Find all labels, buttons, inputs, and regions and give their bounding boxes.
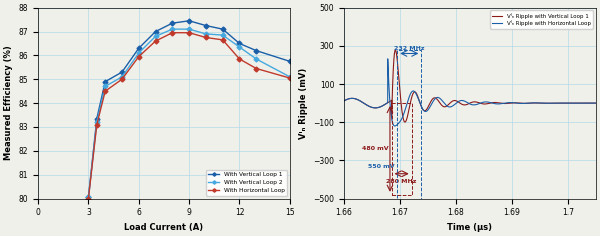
- Legend: Vᴵₙ Ripple with Vertical Loop 1, Vᴵₙ Ripple with Horizontal Loop: Vᴵₙ Ripple with Vertical Loop 1, Vᴵₙ Rip…: [490, 10, 593, 29]
- Vᴵₙ Ripple with Vertical Loop 1: [592, 102, 599, 105]
- Vᴵₙ Ripple with Horizontal Loop: [529, 101, 536, 104]
- With Vertical Loop 2: [101, 85, 109, 88]
- With Horizontal Loop: [118, 78, 125, 81]
- Vᴵₙ Ripple with Horizontal Loop: [386, 100, 394, 103]
- Line: With Vertical Loop 2: With Vertical Loop 2: [86, 27, 292, 199]
- With Vertical Loop 2: [202, 33, 209, 35]
- Vᴵₙ Ripple with Horizontal Loop: [437, 97, 444, 100]
- With Horizontal Loop: [219, 38, 226, 41]
- With Horizontal Loop: [236, 58, 243, 60]
- With Vertical Loop 1: [169, 22, 176, 25]
- With Vertical Loop 1: [101, 80, 109, 83]
- With Vertical Loop 2: [286, 76, 293, 78]
- With Horizontal Loop: [135, 55, 142, 58]
- Vᴵₙ Ripple with Vertical Loop 1: [401, 121, 409, 123]
- With Horizontal Loop: [152, 40, 159, 42]
- Text: 232 MHz: 232 MHz: [394, 46, 425, 51]
- With Vertical Loop 2: [219, 34, 226, 37]
- With Vertical Loop 1: [135, 47, 142, 50]
- With Vertical Loop 1: [286, 60, 293, 63]
- Vᴵₙ Ripple with Vertical Loop 1: [437, 102, 444, 105]
- Vᴵₙ Ripple with Horizontal Loop: [384, 57, 391, 60]
- Vᴵₙ Ripple with Horizontal Loop: [391, 125, 398, 127]
- With Vertical Loop 1: [253, 49, 260, 52]
- With Vertical Loop 2: [93, 121, 100, 124]
- With Vertical Loop 2: [236, 46, 243, 48]
- Vᴵₙ Ripple with Horizontal Loop: [340, 99, 347, 102]
- With Horizontal Loop: [169, 31, 176, 34]
- With Vertical Loop 2: [185, 28, 193, 30]
- Legend: With Vertical Loop 1, With Vertical Loop 2, With Horizontal Loop: With Vertical Loop 1, With Vertical Loop…: [206, 170, 287, 196]
- With Horizontal Loop: [93, 123, 100, 126]
- Vᴵₙ Ripple with Horizontal Loop: [548, 102, 555, 105]
- With Horizontal Loop: [286, 77, 293, 80]
- With Vertical Loop 2: [135, 52, 142, 55]
- With Vertical Loop 1: [185, 19, 193, 22]
- Vᴵₙ Ripple with Vertical Loop 1: [529, 101, 536, 104]
- Line: With Horizontal Loop: With Horizontal Loop: [86, 31, 292, 200]
- With Vertical Loop 1: [85, 196, 92, 199]
- With Horizontal Loop: [85, 197, 92, 200]
- Vᴵₙ Ripple with Horizontal Loop: [505, 101, 512, 104]
- Line: Vᴵₙ Ripple with Horizontal Loop: Vᴵₙ Ripple with Horizontal Loop: [344, 59, 596, 126]
- Vᴵₙ Ripple with Horizontal Loop: [491, 102, 499, 105]
- With Vertical Loop 2: [85, 196, 92, 199]
- With Vertical Loop 1: [118, 71, 125, 73]
- With Horizontal Loop: [185, 31, 193, 34]
- Vᴵₙ Ripple with Vertical Loop 1: [505, 102, 512, 105]
- With Vertical Loop 2: [169, 28, 176, 30]
- With Vertical Loop 1: [93, 117, 100, 120]
- With Vertical Loop 1: [236, 42, 243, 45]
- X-axis label: Load Current (A): Load Current (A): [124, 223, 203, 232]
- Bar: [392, 103, 412, 195]
- Bar: [397, 50, 421, 208]
- Line: Vᴵₙ Ripple with Vertical Loop 1: Vᴵₙ Ripple with Vertical Loop 1: [344, 50, 596, 122]
- Y-axis label: Measured Efficiency (%): Measured Efficiency (%): [4, 46, 13, 160]
- With Vertical Loop 1: [202, 24, 209, 27]
- Vᴵₙ Ripple with Vertical Loop 1: [340, 99, 347, 102]
- X-axis label: Time (μs): Time (μs): [448, 223, 493, 232]
- Text: 480 mV: 480 mV: [362, 146, 389, 152]
- With Horizontal Loop: [202, 36, 209, 39]
- Text: 550 mV: 550 mV: [368, 164, 394, 169]
- Y-axis label: Vᴵₙ Ripple (mV): Vᴵₙ Ripple (mV): [299, 67, 308, 139]
- Vᴵₙ Ripple with Vertical Loop 1: [392, 49, 399, 51]
- With Vertical Loop 1: [219, 28, 226, 30]
- With Horizontal Loop: [253, 67, 260, 70]
- With Vertical Loop 2: [253, 58, 260, 60]
- Vᴵₙ Ripple with Vertical Loop 1: [491, 101, 499, 104]
- Line: With Vertical Loop 1: With Vertical Loop 1: [86, 19, 292, 199]
- Vᴵₙ Ripple with Horizontal Loop: [592, 102, 599, 105]
- With Vertical Loop 2: [152, 35, 159, 38]
- With Horizontal Loop: [101, 90, 109, 93]
- Vᴵₙ Ripple with Vertical Loop 1: [548, 102, 555, 105]
- Text: 280 MHz: 280 MHz: [386, 178, 417, 184]
- With Vertical Loop 1: [152, 30, 159, 33]
- With Vertical Loop 2: [118, 76, 125, 78]
- Vᴵₙ Ripple with Vertical Loop 1: [386, 100, 394, 103]
